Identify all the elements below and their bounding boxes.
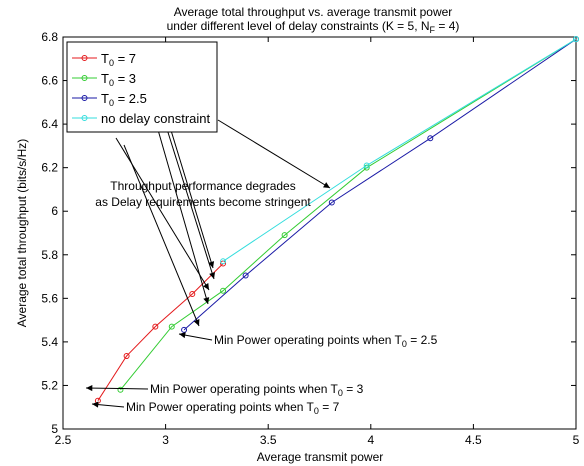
arrowhead [203,283,209,290]
annotation-min-power-t3: Min Power operating points when T0 = 3 [150,382,364,398]
x-axis-ticks: 2.5 3 3.5 4 4.5 5 [55,37,580,447]
y-axis-label: Average total throughput (bits/s/Hz) [15,139,29,328]
series-0-point [189,290,196,297]
series-line-3 [222,38,577,262]
y-tick-label: 5 [51,422,58,436]
chart-title-line2: under different level of delay constrain… [167,19,460,35]
x-tick-label: 4.5 [465,433,482,447]
x-tick-label: 3 [162,433,169,447]
legend-label: T0 = 2.5 [101,91,147,108]
y-tick-label: 6.6 [41,74,58,88]
series-1-point [281,232,288,239]
legend-swatch-marker [81,75,88,81]
arrow-line-degrade-left [123,144,200,327]
arrowhead [92,401,99,408]
arrowhead [209,272,216,279]
legend-label: no delay constraint [101,111,211,126]
y-tick-label: 6 [51,204,58,218]
x-tick-label: 3.5 [260,433,277,447]
y-tick-label: 6.2 [41,161,58,175]
legend-swatch-marker [81,115,88,121]
legend-swatch-marker [81,55,88,61]
y-tick-label: 6.4 [41,117,58,131]
series-2-point [242,272,249,279]
x-tick-label: 4 [367,433,374,447]
series-2-point [181,326,188,333]
x-axis-label: Average transmit power [257,450,384,464]
x-tick-label: 2.5 [55,433,72,447]
annotation-min-power-t25: Min Power operating points when T0 = 2.5 [214,333,438,349]
x-tick-label: 5 [573,433,580,447]
arrowhead [193,319,200,326]
series-layer [94,36,579,404]
legend-label: T0 = 7 [101,51,136,68]
series-line-1 [120,38,577,391]
series-line-2 [183,38,577,331]
legend-box [66,41,218,133]
series-3-point [363,162,370,169]
chart-title-line1: Average total throughput vs. average tra… [174,5,453,19]
annotation-degrade-line2: as Delay requirements become stringent [95,195,311,209]
legend-swatch-marker [81,95,88,101]
arrowhead [203,297,210,304]
annotation-min-power-t7: Min Power operating points when T0 = 7 [126,400,340,416]
y-tick-label: 5.2 [41,378,58,392]
y-axis-ticks: 5 5.2 5.4 5.6 5.8 6 6.2 6.4 6.6 6.8 [41,30,576,436]
arrowhead [86,385,93,392]
annotation-degrade-line1: Throughput performance degrades [110,179,295,193]
arrow-line-degrade-right [217,119,331,189]
series-3-point [573,36,579,43]
series-2-point [427,135,434,142]
series-0-point [152,323,159,330]
series-1-point [220,287,227,294]
arrowhead [208,261,215,268]
legend: T0 = 7 T0 = 3 T0 = 2.5 no delay constraint [66,41,218,133]
annotation-arrows [85,54,331,408]
legend-label: T0 = 3 [101,71,136,88]
y-tick-label: 6.8 [41,30,58,44]
arrowhead [323,182,330,188]
arrow-line-min3 [85,387,149,390]
series-1-point [168,323,175,330]
y-tick-label: 5.4 [41,335,58,349]
arrowhead [179,332,186,339]
series-1-point [117,386,124,393]
y-tick-label: 5.6 [41,291,58,305]
series-3-point [220,258,227,265]
series-2-point [328,199,335,206]
series-0-point [123,353,130,360]
y-tick-label: 5.8 [41,248,58,262]
